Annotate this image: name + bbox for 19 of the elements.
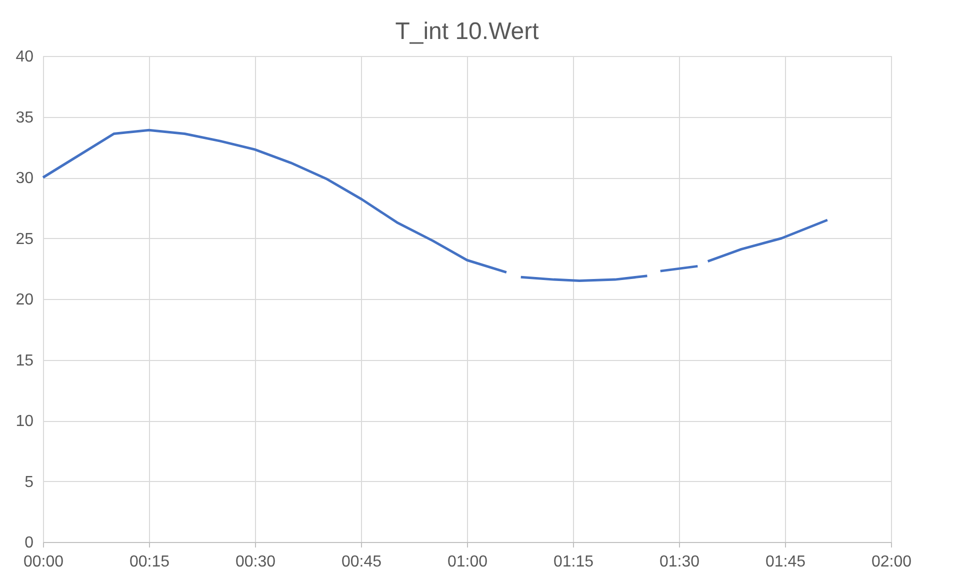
y-tick-label: 0 bbox=[24, 534, 34, 552]
chart-title: T_int 10.Wert bbox=[395, 18, 540, 45]
y-tick-label: 15 bbox=[16, 352, 34, 370]
x-tick-label: 01:15 bbox=[553, 554, 594, 570]
x-tick-label: 00:00 bbox=[23, 554, 64, 570]
x-tick-label: 01:00 bbox=[447, 554, 488, 570]
x-tick-label: 00:30 bbox=[235, 554, 276, 570]
x-tick-label: 01:30 bbox=[659, 554, 700, 570]
y-tick-label: 25 bbox=[16, 230, 34, 248]
y-tick-label: 30 bbox=[16, 170, 34, 187]
x-tick-label: 02:00 bbox=[871, 554, 912, 570]
x-tick-label: 00:15 bbox=[129, 554, 170, 570]
x-tick-label: 01:45 bbox=[765, 554, 806, 570]
y-tick-label: 35 bbox=[16, 109, 34, 126]
x-tick-label: 00:45 bbox=[341, 554, 382, 570]
y-tick-label: 40 bbox=[16, 48, 34, 66]
y-tick-label: 20 bbox=[16, 292, 34, 308]
y-tick-label: 10 bbox=[16, 413, 34, 430]
y-tick-label: 5 bbox=[24, 474, 34, 491]
